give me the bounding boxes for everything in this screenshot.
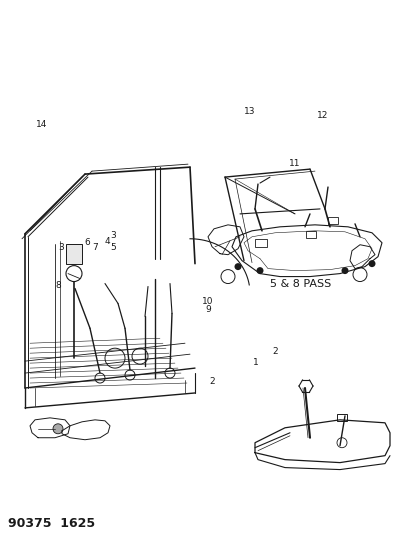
Text: 10: 10 [202,297,214,306]
Bar [337,414,347,421]
Text: 7: 7 [92,243,98,252]
Text: 11: 11 [289,159,301,168]
Text: 1: 1 [253,358,258,367]
Bar [255,239,267,247]
Bar [66,244,82,264]
Text: 8: 8 [56,281,61,290]
Circle shape [234,263,242,270]
Text: 9: 9 [205,305,211,313]
Text: 6: 6 [84,238,90,247]
Circle shape [257,267,263,274]
Circle shape [53,424,63,434]
Text: 3: 3 [110,231,116,240]
Text: 90375  1625: 90375 1625 [8,517,95,530]
Text: 12: 12 [317,111,328,120]
Bar [328,217,338,224]
Text: 2: 2 [209,377,215,386]
Circle shape [369,260,375,267]
Text: 14: 14 [36,120,47,129]
Text: 5: 5 [110,243,116,252]
Text: 2: 2 [272,346,278,356]
Text: 3: 3 [59,243,64,252]
Text: 4: 4 [104,237,110,246]
Text: 13: 13 [244,107,255,116]
Bar [306,231,316,238]
Text: 5 & 8 PASS: 5 & 8 PASS [270,279,331,289]
Circle shape [341,267,348,274]
